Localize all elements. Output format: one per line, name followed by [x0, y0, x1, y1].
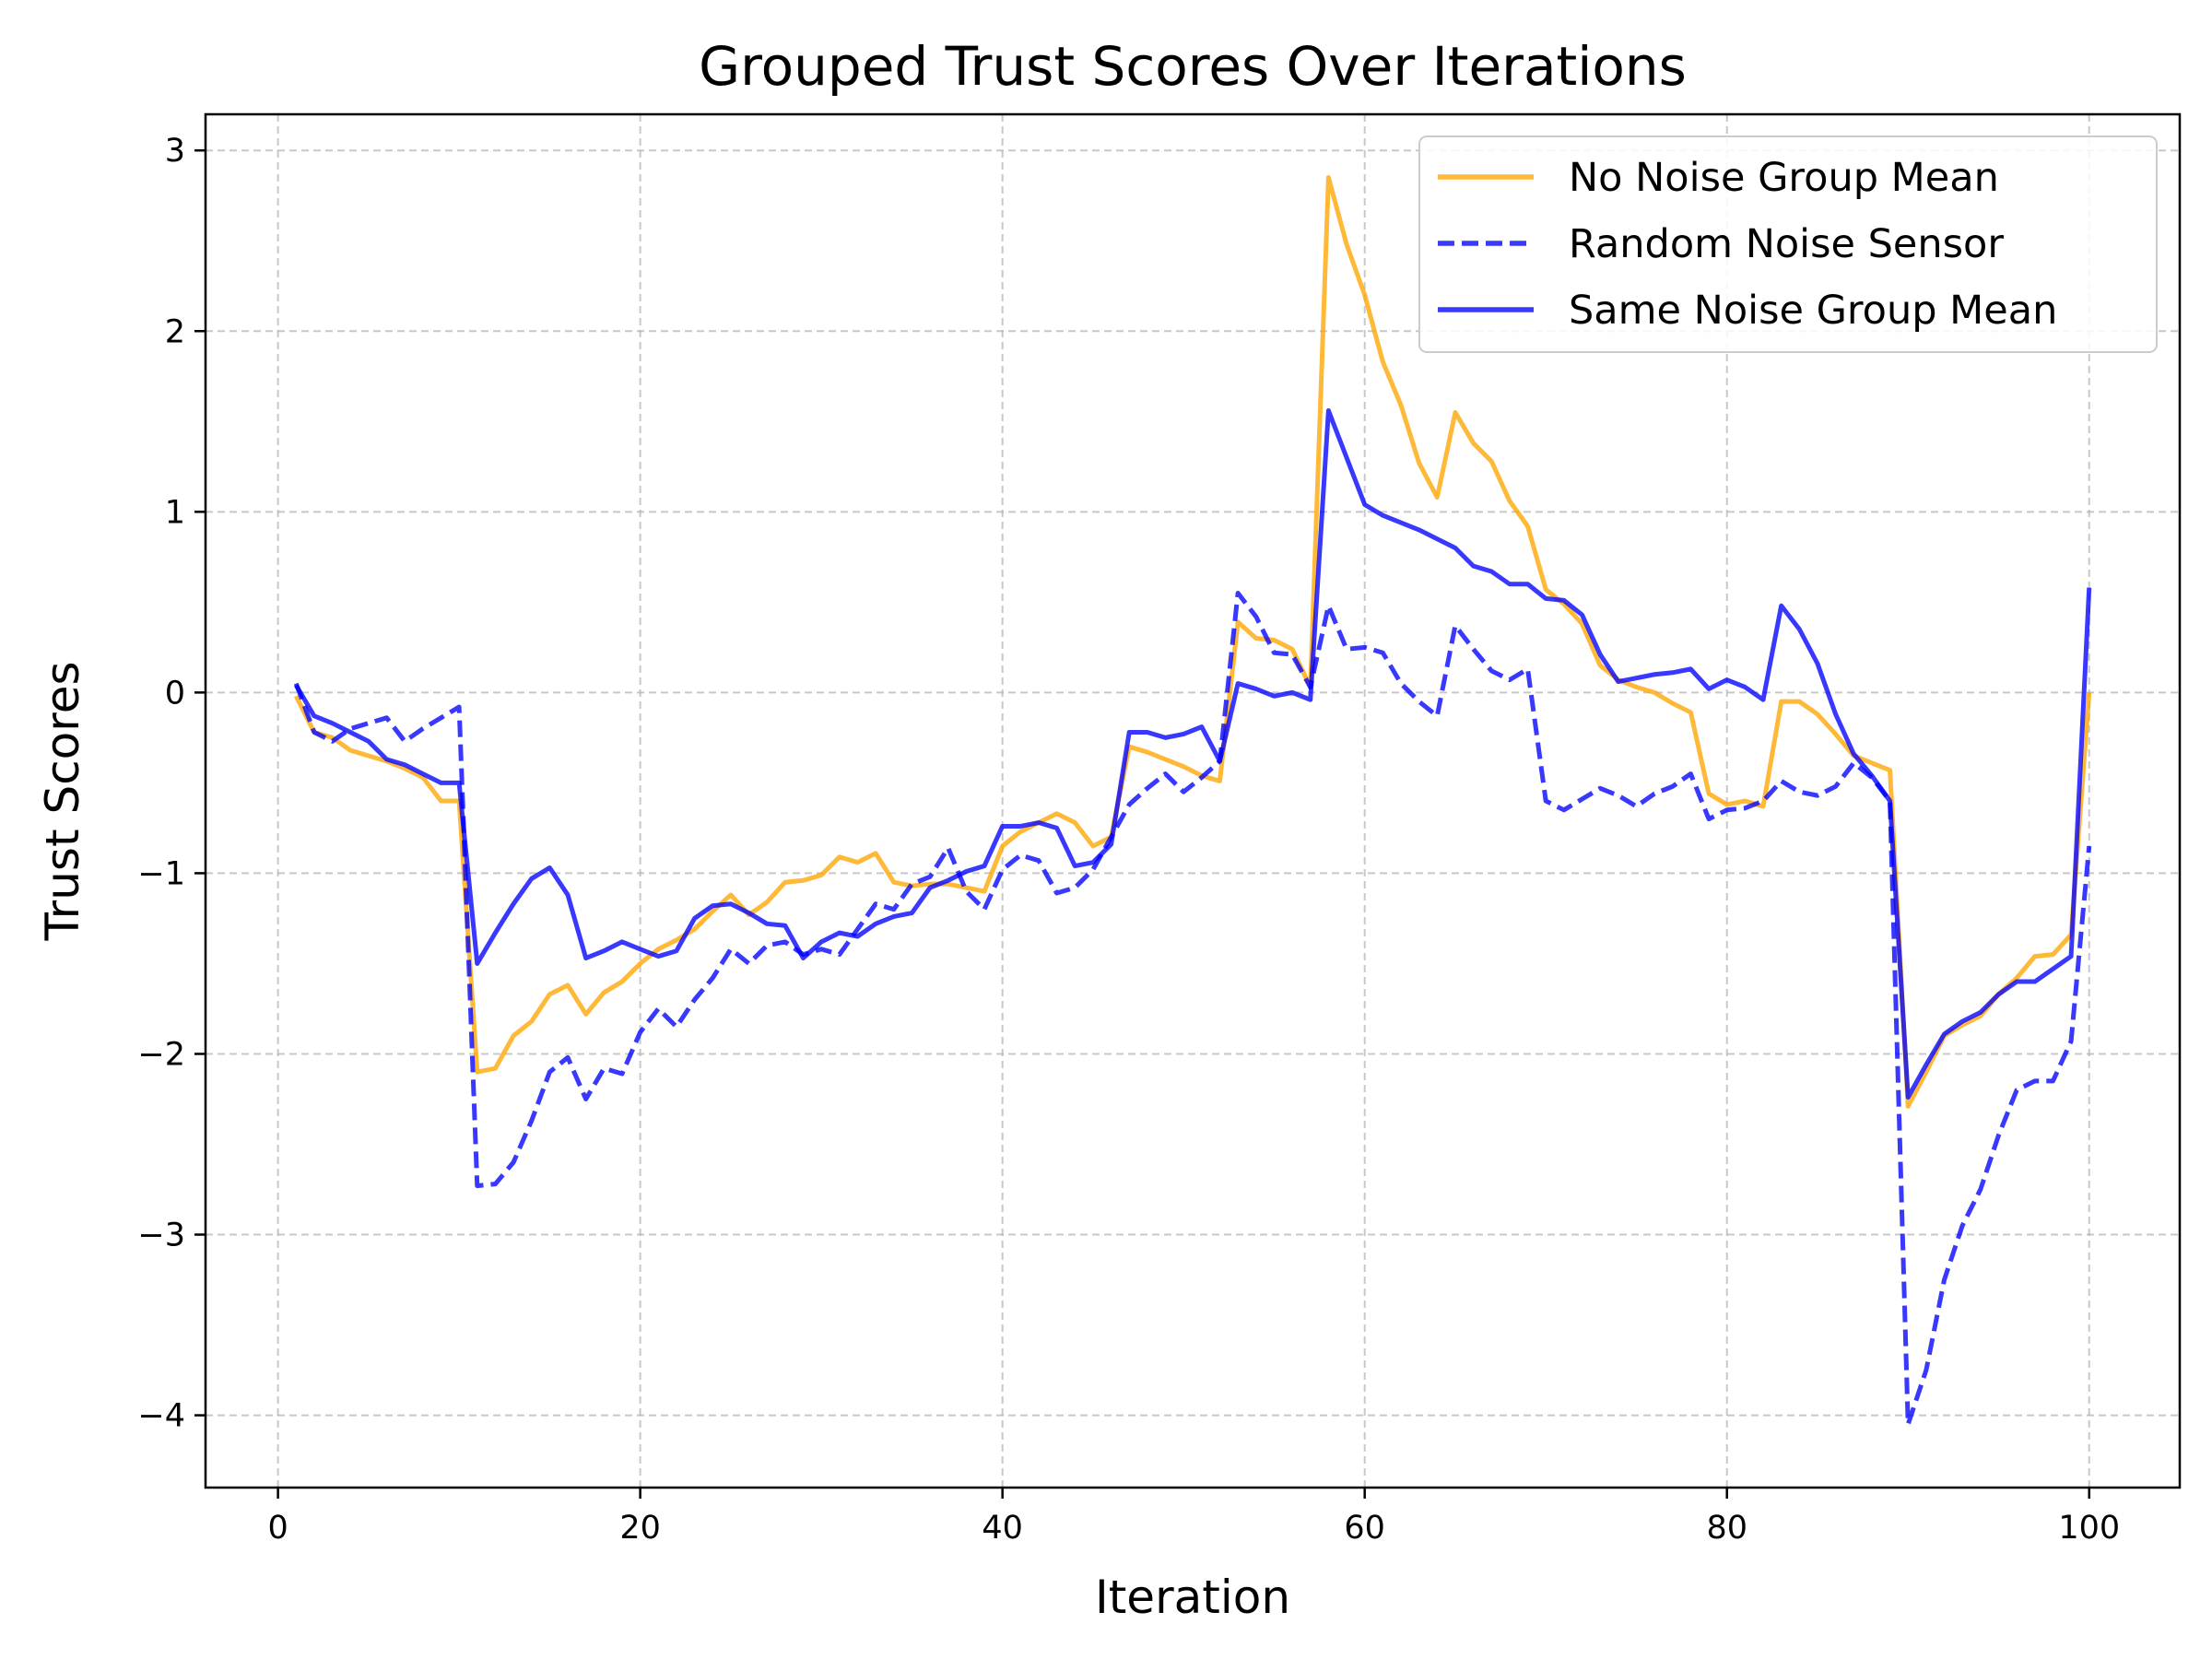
y-tick-label: 2: [165, 313, 185, 350]
series-line-random-noise-sensor: [293, 591, 2092, 1427]
legend-label: Same Noise Group Mean: [1569, 288, 2057, 334]
y-tick-label: −3: [137, 1218, 185, 1254]
axis-ticks: 0 20 40 60 80 100 3 2 1 0 −1 −2 −3 −4: [137, 133, 2120, 1547]
y-tick-label: −2: [137, 1036, 185, 1073]
y-axis-title: Trust Scores: [36, 661, 89, 941]
legend-label: No Noise Group Mean: [1569, 155, 1999, 201]
grid: [206, 114, 2180, 1488]
legend: No Noise Group Mean Random Noise Sensor Sa…: [1418, 135, 2158, 353]
x-tick-label: 0: [267, 1510, 288, 1547]
series-line-no-noise-group-mean: [294, 175, 2092, 1109]
y-tick-label: −1: [137, 855, 185, 892]
x-tick-label: 60: [1344, 1510, 1385, 1547]
y-tick-label: 1: [165, 494, 185, 531]
y-tick-label: −4: [137, 1398, 185, 1435]
x-tick-label: 80: [1706, 1510, 1747, 1547]
series-lines: [293, 175, 2092, 1427]
x-tick-label: 20: [619, 1510, 661, 1547]
y-tick-label: 3: [165, 133, 185, 170]
chart-title: Grouped Trust Scores Over Iterations: [699, 35, 1687, 98]
series-line-same-noise-group-mean: [294, 408, 2092, 1100]
legend-label: Random Noise Sensor: [1569, 221, 2004, 267]
x-tick-label: 40: [982, 1510, 1023, 1547]
x-tick-label: 100: [2058, 1510, 2120, 1547]
y-tick-label: 0: [165, 675, 185, 712]
plot-frame: [204, 112, 2182, 1489]
x-axis-title: Iteration: [1095, 1571, 1290, 1624]
legend-box: [1418, 135, 2158, 353]
